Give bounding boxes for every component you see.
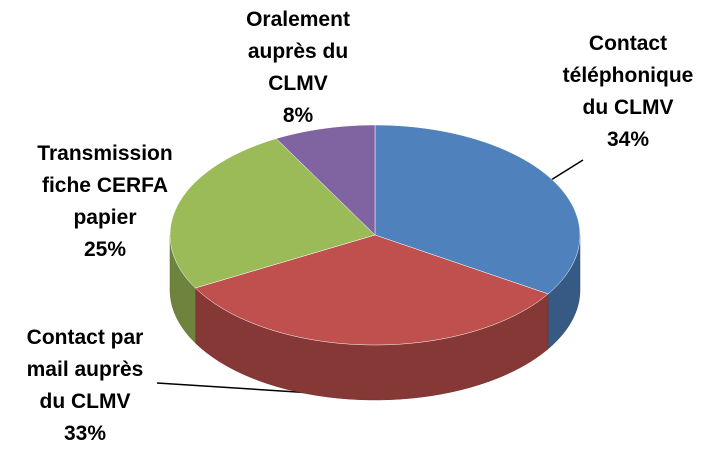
category-name: Contact téléphonique du CLMV <box>562 32 694 119</box>
value-label: 8% <box>282 104 314 127</box>
category-name: Oralement auprès du CLMV <box>246 8 350 95</box>
slice <box>275 124 376 236</box>
slice <box>169 138 376 289</box>
category-name: Transmission fiche CERFA papier <box>37 142 173 229</box>
value-label: 34% <box>606 128 650 151</box>
slice-label: Oralement auprès du CLMV 8% <box>246 4 350 132</box>
value-label: 25% <box>83 238 127 261</box>
slice-label: Contact par mail auprès du CLMV 33% <box>27 322 144 450</box>
value-label: 33% <box>63 422 107 445</box>
slice <box>194 234 549 346</box>
pie-tops <box>169 124 581 346</box>
category-name: Contact par mail auprès du CLMV <box>26 326 144 413</box>
slice <box>374 124 581 295</box>
slice-label: Transmission fiche CERFA papier 25% <box>37 138 172 266</box>
slice-label: Contact téléphonique du CLMV 34% <box>563 28 694 156</box>
